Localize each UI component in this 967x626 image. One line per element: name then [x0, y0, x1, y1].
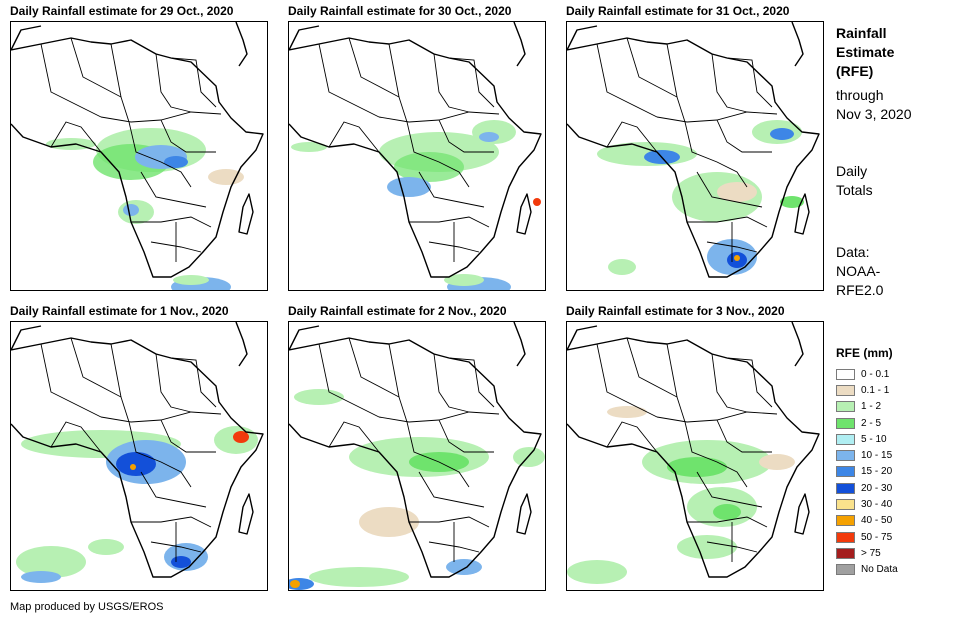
coastline [289, 322, 542, 578]
legend-item: 2 - 5 [836, 415, 961, 431]
panel-title: Daily Rainfall estimate for 30 Oct., 202… [288, 4, 512, 18]
legend-item: > 75 [836, 545, 961, 561]
rainfall-overlay [597, 120, 804, 275]
legend-label: No Data [861, 564, 898, 576]
country-borders [596, 337, 778, 562]
legend-title: RFE (mm) [836, 346, 893, 360]
map-credit: Map produced by USGS/EROS [10, 601, 164, 613]
data-source: Data: NOAA- RFE2.0 [836, 243, 961, 300]
panel-title: Daily Rainfall estimate for 1 Nov., 2020 [10, 304, 229, 318]
rainfall-map [288, 321, 546, 591]
data-line: NOAA- [836, 263, 881, 279]
legend-swatch [836, 499, 855, 511]
legend-label: 40 - 50 [861, 515, 893, 527]
rfe-heading-line: Estimate [836, 44, 895, 60]
legend-label: 30 - 40 [861, 499, 893, 511]
daily-line: Daily [836, 163, 868, 179]
coastline [11, 22, 264, 278]
africa-map-svg [11, 322, 264, 583]
legend-label: 10 - 15 [861, 450, 893, 462]
map-panel-1-nov: Daily Rainfall estimate for 1 Nov., 2020 [10, 304, 268, 594]
rainfall-map [10, 321, 268, 591]
legend-item: 50 - 75 [836, 529, 961, 545]
rfe-heading-line: Rainfall [836, 25, 887, 41]
through-line: Nov 3, 2020 [836, 106, 912, 122]
country-borders [318, 37, 500, 262]
legend-swatch [836, 384, 855, 396]
data-line: Data: [836, 244, 870, 260]
legend-label: 15 - 20 [861, 466, 893, 478]
legend-label: 0.1 - 1 [861, 384, 890, 396]
country-borders [40, 37, 222, 262]
rainfall-overlay [291, 120, 541, 290]
legend-item: 30 - 40 [836, 496, 961, 512]
legend-label: 50 - 75 [861, 531, 893, 543]
panel-title: Daily Rainfall estimate for 29 Oct., 202… [10, 4, 234, 18]
legend-label: 0 - 0.1 [861, 368, 890, 380]
legend-swatch [836, 466, 855, 478]
legend-item: 15 - 20 [836, 464, 961, 480]
legend-swatch [836, 433, 855, 445]
country-borders [596, 37, 778, 262]
africa-map-svg [289, 22, 542, 290]
panel-title: Daily Rainfall estimate for 2 Nov., 2020 [288, 304, 507, 318]
legend-swatch [836, 564, 855, 576]
legend-item: 10 - 15 [836, 447, 961, 463]
through-date: through Nov 3, 2020 [836, 86, 961, 124]
country-borders [318, 337, 500, 562]
legend-label: > 75 [861, 547, 881, 559]
country-borders [40, 337, 222, 562]
daily-line: Totals [836, 182, 873, 198]
legend-swatch [836, 482, 855, 494]
coastline [567, 22, 820, 278]
legend-label: 2 - 5 [861, 417, 882, 429]
map-panel-2-nov: Daily Rainfall estimate for 2 Nov., 2020 [288, 304, 546, 594]
legend-item: 0.1 - 1 [836, 382, 961, 398]
panel-title: Daily Rainfall estimate for 3 Nov., 2020 [566, 304, 785, 318]
rainfall-map [566, 321, 824, 591]
panel-title: Daily Rainfall estimate for 31 Oct., 202… [566, 4, 790, 18]
legend-label: 1 - 2 [861, 401, 882, 413]
through-line: through [836, 87, 884, 103]
rainfall-map [566, 21, 824, 291]
legend-swatch [836, 547, 855, 559]
map-panel-30-oct: Daily Rainfall estimate for 30 Oct., 202… [288, 4, 546, 294]
africa-map-svg [567, 322, 820, 584]
map-panel-31-oct: Daily Rainfall estimate for 31 Oct., 202… [566, 4, 824, 294]
legend-item: No Data [836, 562, 961, 578]
rainfall-map [10, 21, 268, 291]
africa-map-svg [11, 22, 264, 290]
legend-label: 20 - 30 [861, 482, 893, 494]
rainfall-map [288, 21, 546, 291]
rainfall-overlay [16, 426, 258, 583]
data-line: RFE2.0 [836, 282, 884, 298]
legend-item: 1 - 2 [836, 399, 961, 415]
legend-label: 5 - 10 [861, 433, 887, 445]
rainfall-overlay [567, 406, 795, 584]
africa-map-svg [567, 22, 820, 278]
africa-map-svg [289, 322, 545, 590]
rfe-legend: RFE (mm) 0 - 0.1 0.1 - 1 1 - 2 2 - 5 5 - 10 1… [836, 346, 961, 578]
legend-rows: 0 - 0.1 0.1 - 1 1 - 2 2 - 5 5 - 10 10 - 15 15 … [836, 366, 961, 578]
rfe-heading-line: (RFE) [836, 63, 874, 79]
coastline [11, 322, 264, 578]
legend-item: 0 - 0.1 [836, 366, 961, 382]
legend-swatch [836, 401, 855, 413]
legend-swatch [836, 417, 855, 429]
coastline [567, 322, 820, 578]
rainfall-overlay [289, 389, 545, 590]
legend-item: 5 - 10 [836, 431, 961, 447]
daily-totals-label: Daily Totals [836, 162, 961, 200]
map-panel-3-nov: Daily Rainfall estimate for 3 Nov., 2020 [566, 304, 824, 594]
rfe-heading: Rainfall Estimate (RFE) [836, 24, 961, 81]
legend-item: 40 - 50 [836, 513, 961, 529]
map-panel-29-oct: Daily Rainfall estimate for 29 Oct., 202… [10, 4, 268, 294]
legend-swatch [836, 450, 855, 462]
legend-swatch [836, 531, 855, 543]
coastline [289, 22, 542, 278]
legend-item: 20 - 30 [836, 480, 961, 496]
legend-swatch [836, 515, 855, 527]
legend-swatch [836, 368, 855, 380]
